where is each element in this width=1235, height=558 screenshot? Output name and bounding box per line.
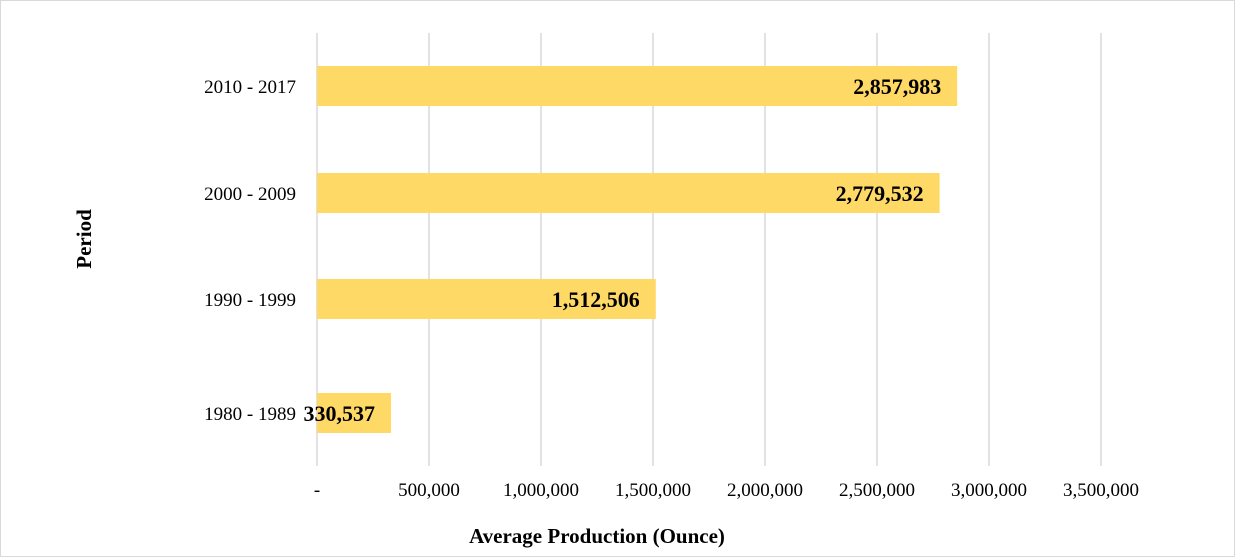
x-tick-labels: - 500,000 1,000,000 1,500,000 2,000,000 2,500… [314,480,1139,501]
category-label: 2000 - 2009 [204,184,296,205]
x-axis-title: Average Production (Ounce) [469,524,725,548]
category-label: 1990 - 1999 [204,290,296,311]
category-label: 1980 - 1989 [204,404,296,425]
category-labels: 1980 - 1989 1990 - 1999 2000 - 2009 2010 - … [204,77,296,425]
bar [317,173,940,213]
x-tick-label: 1,000,000 [503,480,579,501]
x-tick-label: 1,500,000 [615,480,691,501]
data-label: 2,857,983 [853,74,941,99]
bar [317,279,656,319]
data-label: 2,779,532 [836,181,924,206]
data-label: 330,537 [304,401,376,426]
x-tick-label: 3,000,000 [951,480,1027,501]
x-tick-label: 3,500,000 [1063,480,1139,501]
data-labels: 330,537 1,512,506 2,779,532 2,857,983 [304,74,942,426]
x-tick-label: 2,500,000 [839,480,915,501]
data-label: 1,512,506 [552,287,640,312]
bars [317,66,958,433]
x-tick-label: - [314,480,320,501]
bar [317,393,392,433]
category-label: 2010 - 2017 [204,77,296,98]
y-axis-title: Period [72,209,96,269]
x-tick-label: 2,000,000 [727,480,803,501]
bar [317,66,958,106]
x-tick-label: 500,000 [398,480,460,501]
